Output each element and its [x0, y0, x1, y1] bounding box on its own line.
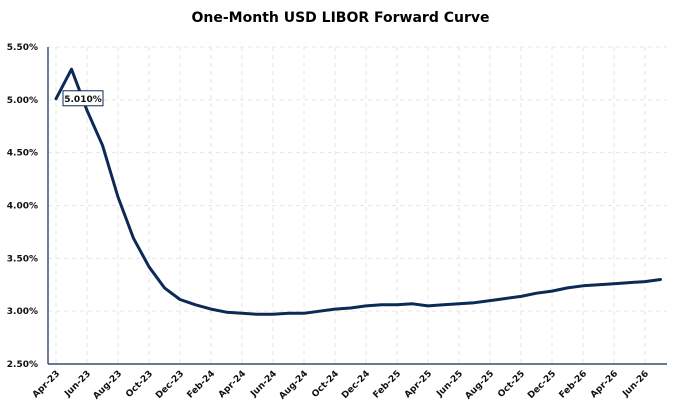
x-tick-label: Dec-25	[526, 369, 558, 401]
x-tick-label: Oct-23	[124, 369, 155, 400]
y-tick-label: 3.50%	[7, 254, 38, 264]
x-tick-label: Aug-23	[92, 369, 125, 402]
x-tick-label: Feb-26	[558, 369, 590, 401]
x-tick-label: Jun-24	[248, 369, 279, 400]
gridlines	[48, 46, 667, 364]
y-tick-label: 2.50%	[7, 360, 38, 370]
annotation-box	[62, 90, 104, 107]
series-layer	[54, 67, 662, 316]
x-tick-label: Apr-24	[217, 369, 248, 400]
annotation-label: 5.010%	[64, 95, 102, 105]
axes	[47, 47, 667, 365]
y-tick-label: 4.50%	[7, 149, 38, 159]
x-tick-label: Dec-24	[340, 369, 372, 401]
y-tick-labels: 2.50% 3.00% 3.50% 4.00% 4.50% 5.00% 5.50%	[7, 43, 38, 370]
x-tick-label: Feb-24	[186, 369, 218, 401]
x-tick-label: Apr-26	[589, 369, 620, 400]
x-tick-label: Feb-25	[372, 369, 404, 401]
x-tick-label: Aug-24	[278, 369, 311, 402]
x-tick-label: Aug-25	[464, 369, 497, 402]
x-tick-label: Oct-25	[496, 369, 527, 400]
x-tick-label: Oct-24	[310, 369, 341, 400]
y-tick-label: 3.00%	[7, 307, 38, 317]
annotation-layer: 5.010%	[62, 90, 104, 107]
y-tick-label: 4.00%	[7, 202, 38, 212]
x-tick-label: Jun-26	[620, 369, 651, 400]
x-tick-label: Jun-23	[62, 369, 93, 400]
x-tick-label: Apr-25	[403, 369, 434, 400]
chart-title: One-Month USD LIBOR Forward Curve	[191, 10, 490, 26]
x-tick-label: Jun-25	[434, 369, 465, 400]
y-tick-label: 5.00%	[7, 96, 38, 106]
x-tick-label: Dec-23	[154, 369, 186, 401]
x-tick-label: Apr-23	[31, 369, 62, 400]
y-tick-label: 5.50%	[7, 43, 38, 53]
series-line	[54, 67, 662, 316]
